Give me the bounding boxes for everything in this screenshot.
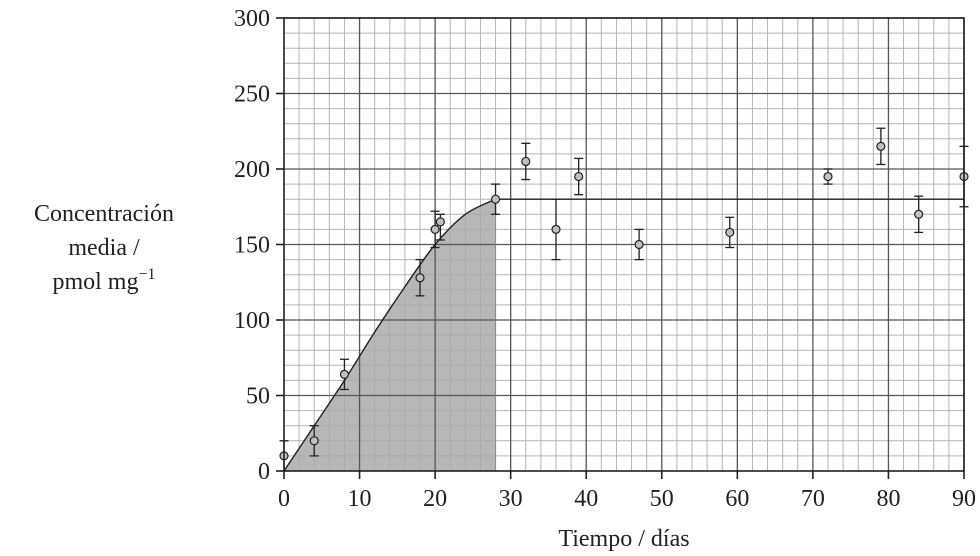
point-marker: [725, 227, 735, 238]
x-axis-title: Tiempo / días: [558, 526, 689, 552]
x-tick-label: 0: [278, 486, 290, 512]
x-tick-label: 60: [725, 486, 749, 512]
y-axis-unit-sup: −1: [138, 266, 155, 283]
data-point: [309, 425, 319, 457]
shaded-area: [284, 199, 496, 471]
data-point: [339, 358, 350, 391]
x-tick-label: 80: [876, 486, 900, 512]
x-tick-labels: 0 10 20 30 40 50 60 70 80 90: [278, 471, 976, 512]
x-tick-label: 90: [952, 486, 976, 512]
y-tick-labels: 0 50 100 150 200 250 300: [234, 6, 284, 485]
point-marker: [823, 171, 833, 182]
y-tick-label: 250: [234, 82, 270, 108]
y-tick-label: 0: [258, 459, 270, 485]
x-tick-label: 70: [801, 486, 825, 512]
data-point: [914, 195, 924, 234]
point-marker: [634, 239, 644, 250]
data-point: [430, 210, 440, 249]
x-tick-label: 30: [499, 486, 523, 512]
y-tick-label: 150: [234, 233, 270, 259]
y-axis-unit: pmol mg: [52, 269, 138, 295]
point-marker: [339, 369, 350, 379]
fit-curve: [283, 198, 964, 472]
point-marker: [435, 217, 445, 227]
x-tick-label: 50: [650, 486, 674, 512]
data-point: [551, 198, 561, 261]
data-point: [574, 157, 584, 196]
data-point: [876, 127, 886, 166]
point-marker: [309, 436, 319, 446]
data-point: [435, 213, 445, 241]
y-tick-label: 100: [234, 308, 270, 334]
data-points: [279, 127, 969, 472]
x-tick-label: 20: [423, 486, 447, 512]
y-axis-title-line1: Concentración: [34, 201, 174, 227]
fit-curve-rising: [283, 198, 496, 472]
point-marker: [551, 224, 561, 234]
point-marker: [415, 273, 425, 283]
data-point: [725, 216, 735, 249]
x-tick-label: 40: [574, 486, 598, 512]
data-point: [490, 183, 501, 215]
y-tick-label: 200: [234, 157, 270, 183]
data-point: [634, 228, 644, 261]
y-axis-title-line3: pmol mg−1: [52, 266, 155, 295]
y-tick-label: 50: [246, 384, 270, 410]
y-axis-title-line2: media /: [68, 235, 140, 261]
point-marker: [430, 224, 440, 234]
data-point: [521, 142, 531, 181]
point-marker: [914, 209, 924, 219]
x-tick-label: 10: [348, 486, 372, 512]
data-point: [823, 168, 833, 185]
point-marker: [490, 194, 501, 204]
point-marker: [574, 171, 584, 182]
point-marker: [876, 141, 886, 151]
point-marker: [521, 156, 531, 167]
y-tick-label: 300: [234, 6, 270, 32]
data-point: [415, 258, 425, 297]
